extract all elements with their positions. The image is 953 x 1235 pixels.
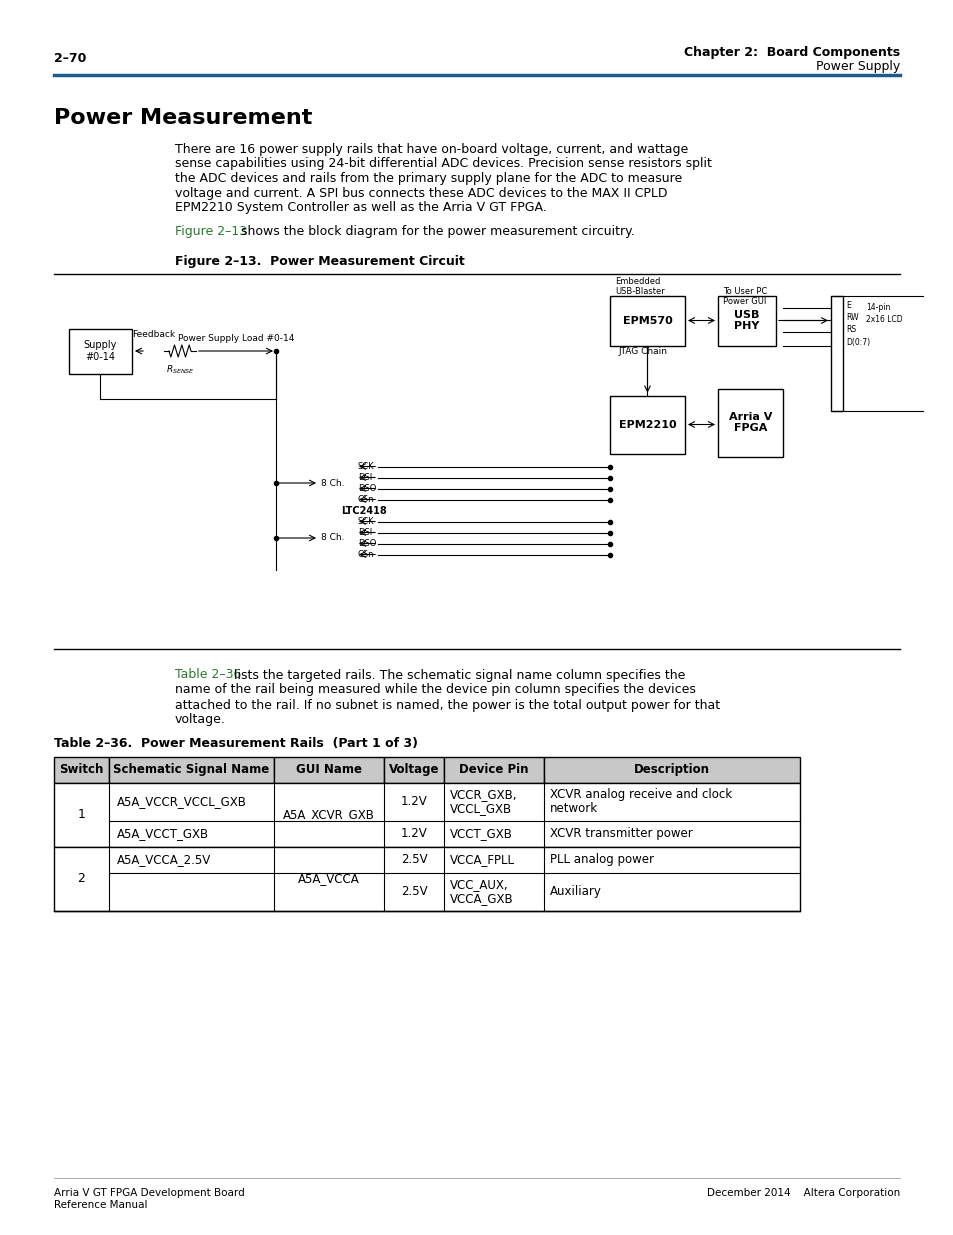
Text: VCCR_GXB,: VCCR_GXB, xyxy=(450,788,517,802)
Text: EPM570: EPM570 xyxy=(622,315,672,326)
Bar xyxy=(543,757,800,783)
Text: name of the rail being measured while the device pin column specifies the device: name of the rail being measured while th… xyxy=(174,683,695,697)
Bar xyxy=(609,395,684,453)
Text: VCC_AUX,: VCC_AUX, xyxy=(450,878,508,890)
Text: LTC2418: LTC2418 xyxy=(340,505,386,515)
Text: shows the block diagram for the power measurement circuitry.: shows the block diagram for the power me… xyxy=(236,226,634,238)
Text: A5A_VCCA_2.5V: A5A_VCCA_2.5V xyxy=(117,853,211,866)
Text: VCCL_GXB: VCCL_GXB xyxy=(450,802,512,815)
Text: sense capabilities using 24-bit differential ADC devices. Precision sense resist: sense capabilities using 24-bit differen… xyxy=(174,158,711,170)
Text: USB
PHY: USB PHY xyxy=(734,310,759,331)
Text: VCCA_GXB: VCCA_GXB xyxy=(450,892,513,905)
Text: A5A_VCCA: A5A_VCCA xyxy=(297,872,359,885)
Text: voltage.: voltage. xyxy=(174,714,226,726)
Text: USB-Blaster: USB-Blaster xyxy=(615,287,664,295)
Text: A5A_XCVR_GXB: A5A_XCVR_GXB xyxy=(283,808,375,821)
Bar xyxy=(54,757,109,783)
Text: XCVR analog receive and clock: XCVR analog receive and clock xyxy=(550,788,731,802)
Text: 8 Ch.: 8 Ch. xyxy=(320,534,344,542)
Text: lists the targeted rails. The schematic signal name column specifies the: lists the targeted rails. The schematic … xyxy=(230,668,684,682)
Text: 1.2V: 1.2V xyxy=(400,795,427,808)
Text: PLL analog power: PLL analog power xyxy=(550,853,654,866)
Text: Description: Description xyxy=(634,763,709,776)
Text: Switch: Switch xyxy=(59,763,104,776)
Text: 2–70: 2–70 xyxy=(54,52,87,65)
Text: RW: RW xyxy=(845,312,858,321)
Text: To User PC: To User PC xyxy=(722,287,766,295)
Text: Schematic Signal Name: Schematic Signal Name xyxy=(113,763,270,776)
Text: 2: 2 xyxy=(77,872,86,885)
Text: Figure 2–13.  Power Measurement Circuit: Figure 2–13. Power Measurement Circuit xyxy=(174,256,464,268)
Text: 1: 1 xyxy=(77,808,86,821)
Text: VCCA_FPLL: VCCA_FPLL xyxy=(450,853,515,866)
Text: Power Supply Load #0-14: Power Supply Load #0-14 xyxy=(177,333,294,343)
Text: Auxiliary: Auxiliary xyxy=(550,885,601,898)
Bar xyxy=(274,757,384,783)
Text: JTAG Chain: JTAG Chain xyxy=(618,347,666,356)
Text: D(0:7): D(0:7) xyxy=(845,338,869,347)
Text: Arria V
FPGA: Arria V FPGA xyxy=(728,411,771,433)
Bar xyxy=(718,295,775,346)
Text: Device Pin: Device Pin xyxy=(458,763,528,776)
Text: 14-pin: 14-pin xyxy=(865,303,889,311)
Text: Voltage: Voltage xyxy=(388,763,438,776)
Text: Supply
#0-14: Supply #0-14 xyxy=(84,340,117,362)
Text: Power Supply: Power Supply xyxy=(815,61,899,73)
Text: Power GUI: Power GUI xyxy=(722,296,765,305)
Text: SCK: SCK xyxy=(357,462,375,471)
Text: $R_{SENSE}$: $R_{SENSE}$ xyxy=(166,363,194,375)
Text: Figure 2–13: Figure 2–13 xyxy=(174,226,247,238)
Text: CSn: CSn xyxy=(357,550,375,559)
Text: 2.5V: 2.5V xyxy=(400,853,427,866)
Text: 2.5V: 2.5V xyxy=(400,885,427,898)
Text: E: E xyxy=(845,300,850,310)
Text: Power Measurement: Power Measurement xyxy=(54,107,312,128)
Bar xyxy=(718,389,782,457)
Text: RS: RS xyxy=(845,325,855,333)
Text: DSO: DSO xyxy=(357,538,376,548)
Text: XCVR transmitter power: XCVR transmitter power xyxy=(550,827,692,840)
Bar xyxy=(54,783,800,846)
Text: DSO: DSO xyxy=(357,484,376,493)
Text: 1.2V: 1.2V xyxy=(400,827,427,840)
Text: Table 2–36: Table 2–36 xyxy=(174,668,241,682)
Bar xyxy=(54,846,800,910)
Text: December 2014    Altera Corporation: December 2014 Altera Corporation xyxy=(706,1188,899,1198)
Text: Chapter 2:  Board Components: Chapter 2: Board Components xyxy=(683,46,899,59)
Text: 2x16 LCD: 2x16 LCD xyxy=(865,315,902,325)
Text: A5A_VCCR_VCCL_GXB: A5A_VCCR_VCCL_GXB xyxy=(117,795,247,808)
Bar xyxy=(830,295,842,410)
Text: Feedback: Feedback xyxy=(132,330,175,338)
Bar xyxy=(109,757,274,783)
Text: GUI Name: GUI Name xyxy=(295,763,361,776)
Text: EPM2210 System Controller as well as the Arria V GT FPGA.: EPM2210 System Controller as well as the… xyxy=(174,201,546,214)
Text: CSn: CSn xyxy=(357,495,375,504)
Text: Table 2–36.  Power Measurement Rails  (Part 1 of 3): Table 2–36. Power Measurement Rails (Par… xyxy=(54,736,417,750)
Text: There are 16 power supply rails that have on-board voltage, current, and wattage: There are 16 power supply rails that hav… xyxy=(174,143,687,156)
Text: 8 Ch.: 8 Ch. xyxy=(320,478,344,488)
Text: Arria V GT FPGA Development Board: Arria V GT FPGA Development Board xyxy=(54,1188,245,1198)
Text: DSI: DSI xyxy=(357,529,372,537)
Text: network: network xyxy=(550,802,598,815)
Text: VCCT_GXB: VCCT_GXB xyxy=(450,827,513,840)
Bar xyxy=(609,295,684,346)
Bar xyxy=(69,329,132,373)
Text: attached to the rail. If no subnet is named, the power is the total output power: attached to the rail. If no subnet is na… xyxy=(174,699,720,711)
Text: A5A_VCCT_GXB: A5A_VCCT_GXB xyxy=(117,827,209,840)
Text: SCK: SCK xyxy=(357,517,375,526)
Text: DSI: DSI xyxy=(357,473,372,482)
Text: the ADC devices and rails from the primary supply plane for the ADC to measure: the ADC devices and rails from the prima… xyxy=(174,172,681,185)
Bar xyxy=(384,757,443,783)
Text: EPM2210: EPM2210 xyxy=(618,420,676,430)
Bar xyxy=(443,757,543,783)
Text: Reference Manual: Reference Manual xyxy=(54,1200,148,1210)
Text: voltage and current. A SPI bus connects these ADC devices to the MAX II CPLD: voltage and current. A SPI bus connects … xyxy=(174,186,667,200)
Text: Embedded: Embedded xyxy=(615,277,659,285)
